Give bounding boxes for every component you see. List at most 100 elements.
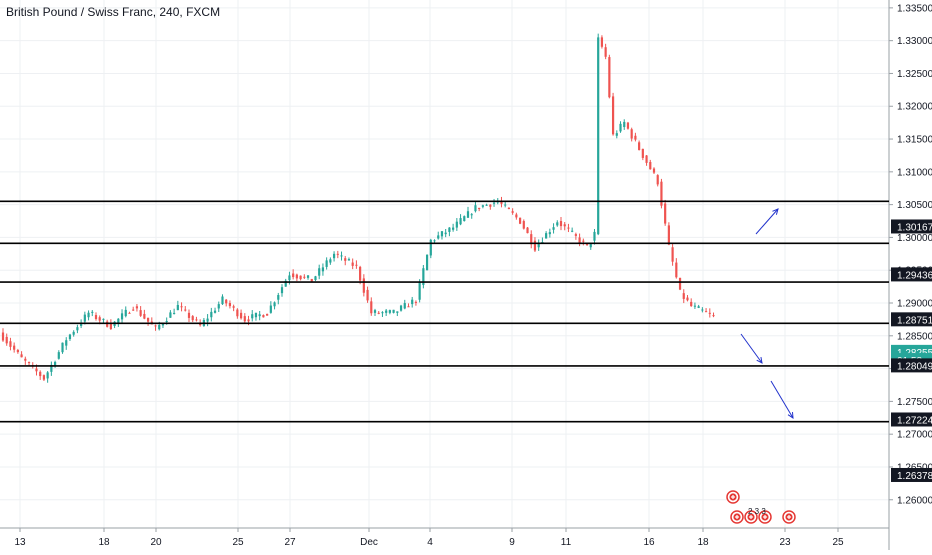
candle-body [474,205,477,212]
candle-body [507,207,511,210]
candle-body [169,312,172,318]
candle-body [53,361,57,366]
candle-body [537,243,540,248]
candle-body [444,232,447,235]
candle-body [83,314,86,322]
candle-body [273,302,276,307]
candle-body [221,296,224,305]
candle-body [437,235,440,239]
candle-body [9,341,12,347]
candle-body [448,227,451,232]
y-tick-label: 1.32500 [897,69,932,80]
candle-body [604,47,607,57]
candle-body [236,309,239,317]
candle-body [94,315,98,320]
candle-body [280,287,284,294]
candle-body [292,273,295,278]
candle-body [440,231,444,237]
candle-body [46,372,49,379]
candle-body [228,303,232,307]
candle-body [638,142,641,150]
candle-body [16,350,19,353]
candle-body [72,331,75,335]
candle-body [645,155,648,163]
candle-body [288,275,291,281]
price-badge-label: 1.29436 [897,270,932,281]
candle-body [589,242,592,248]
candle-body [50,364,53,372]
candle-body [57,352,60,359]
candle-body [109,323,112,330]
candle-body [161,323,165,326]
candle-body [76,327,79,331]
candle-body [563,224,566,227]
y-tick-label: 1.32000 [897,102,932,113]
candle-body [154,325,157,327]
y-tick-label: 1.27500 [897,397,932,408]
arrow-head [756,357,763,364]
candle-body [176,304,179,311]
candle-body [608,57,611,98]
candle-body [641,148,644,158]
candle-body [559,221,563,227]
candle-body [213,310,217,313]
candle-body [399,305,403,311]
candle-body [65,340,68,346]
projection-arrow[interactable] [755,208,779,235]
candle-body [206,318,209,322]
x-tick-label: 18 [697,537,709,548]
candle-body [225,299,228,304]
candle-body [91,311,94,313]
candle-body [359,266,362,281]
candle-body [318,268,321,276]
candle-body [708,312,711,314]
candle-body [165,320,168,322]
candle-body [184,309,187,311]
projection-arrow[interactable] [740,333,763,364]
price-badge-label: 1.26378 [897,471,932,482]
y-tick-label: 1.26000 [897,495,932,506]
candle-body [701,309,704,311]
candle-body [530,234,533,245]
candle-body [314,276,317,281]
candle-body [615,133,618,136]
candle-body [585,243,589,245]
candle-body [217,304,220,309]
candle-body [504,204,507,206]
candle-body [671,247,674,262]
candle-body [102,318,105,320]
candle-body [548,232,551,235]
candle-body [422,268,425,285]
candle-body [388,310,391,313]
candle-body [27,362,31,364]
candle-body [697,306,700,308]
candle-body [306,275,310,278]
candle-body [370,301,373,314]
candle-body [321,267,325,272]
candle-body [277,295,280,300]
candle-body [106,321,109,327]
x-tick-label: 11 [561,537,572,548]
projection-arrow[interactable] [770,380,794,419]
y-tick-label: 1.30500 [897,200,932,211]
candle-body [351,262,354,266]
candle-body [377,312,380,314]
candle-body [533,240,537,251]
candle-body [262,315,265,318]
candle-body [80,323,83,326]
candle-body [284,280,287,287]
y-tick-label: 1.31500 [897,135,932,146]
candle-body [545,233,548,239]
candle-body [611,96,615,135]
candle-body [247,319,250,322]
candle-body [381,312,384,314]
candle-body [463,216,466,222]
candle-body [35,368,38,372]
candle-body [329,259,332,263]
candle-body [693,305,697,307]
candle-body [344,258,347,261]
candle-body [518,217,522,224]
candle-body [347,259,351,261]
